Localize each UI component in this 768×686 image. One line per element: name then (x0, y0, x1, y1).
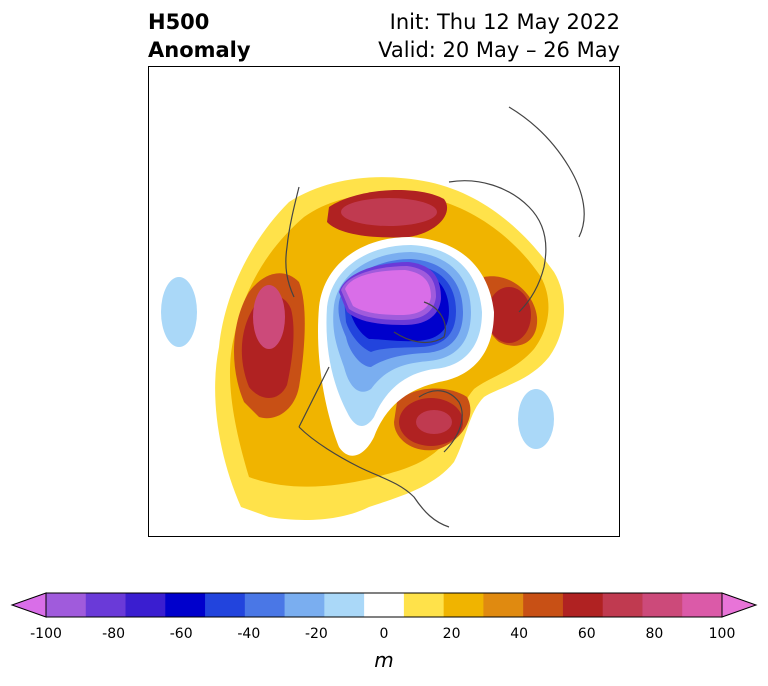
colorbar-segment (364, 593, 405, 617)
title-valid-range: Valid: 20 May – 26 May (378, 38, 620, 62)
colorbar-tick-label: -80 (102, 626, 126, 642)
anomaly-center-magenta (345, 270, 431, 315)
anomaly-east-light-blue (518, 389, 554, 449)
colorbar-tick-label: 40 (510, 626, 529, 642)
colorbar-segment (602, 593, 643, 617)
colorbar-segment (205, 593, 246, 617)
colorbar-tick-label: 100 (708, 626, 736, 642)
colorbar-segment (85, 593, 127, 617)
colorbar-tick-label: -100 (30, 626, 62, 642)
colorbar-tick-label: 20 (442, 626, 461, 642)
colorbar-unit-label: m (374, 648, 394, 672)
anomaly-west-light-blue (161, 277, 197, 347)
colorbar-tick-label: 60 (577, 626, 596, 642)
anomaly-map (148, 66, 620, 537)
colorbar-segment (244, 593, 286, 617)
anomaly-ne-america-crimson (416, 410, 452, 434)
coastline-greenland (393, 301, 446, 344)
coastline-alaska (285, 186, 300, 298)
colorbar-tick-label: -20 (304, 626, 328, 642)
colorbar-tick-label: 80 (645, 626, 664, 642)
anomaly-west-pink (253, 285, 285, 349)
coastline-asia (448, 180, 547, 313)
title-right: Init: Thu 12 May 2022 Valid: 20 May – 26… (378, 8, 620, 64)
colorbar (10, 592, 758, 618)
colorbar-segment (403, 593, 445, 617)
coastlines (285, 106, 585, 528)
colorbar-segment (284, 593, 325, 617)
colorbar-segment (443, 593, 484, 617)
colorbar-segment (125, 593, 166, 617)
title-field-type: Anomaly (148, 38, 251, 62)
colorbar-segment (523, 593, 564, 617)
colorbar-segment (324, 593, 365, 617)
colorbar-border (45, 592, 723, 618)
colorbar-segment (562, 593, 604, 617)
coastline-europe (508, 106, 585, 238)
colorbar-segment (483, 593, 524, 617)
colorbar-extend-high (721, 592, 758, 618)
colorbar-tick-label: 0 (379, 626, 389, 642)
title-field-name: H500 (148, 10, 210, 34)
colorbar-tick-label: -60 (169, 626, 193, 642)
anomaly-east-dark-red (487, 287, 531, 343)
title-left: H500 Anomaly (148, 8, 251, 64)
colorbar-tick-label: -40 (237, 626, 261, 642)
anomaly-north-crimson (341, 198, 437, 226)
colorbar-segment (165, 593, 206, 617)
colorbar-segment (642, 593, 683, 617)
coastline-north-america (298, 366, 463, 528)
colorbar-segment (682, 593, 723, 617)
colorbar-segment (46, 593, 87, 617)
colorbar-extend-low (10, 592, 47, 618)
map-svg (149, 67, 619, 536)
title-init-date: Init: Thu 12 May 2022 (389, 10, 620, 34)
